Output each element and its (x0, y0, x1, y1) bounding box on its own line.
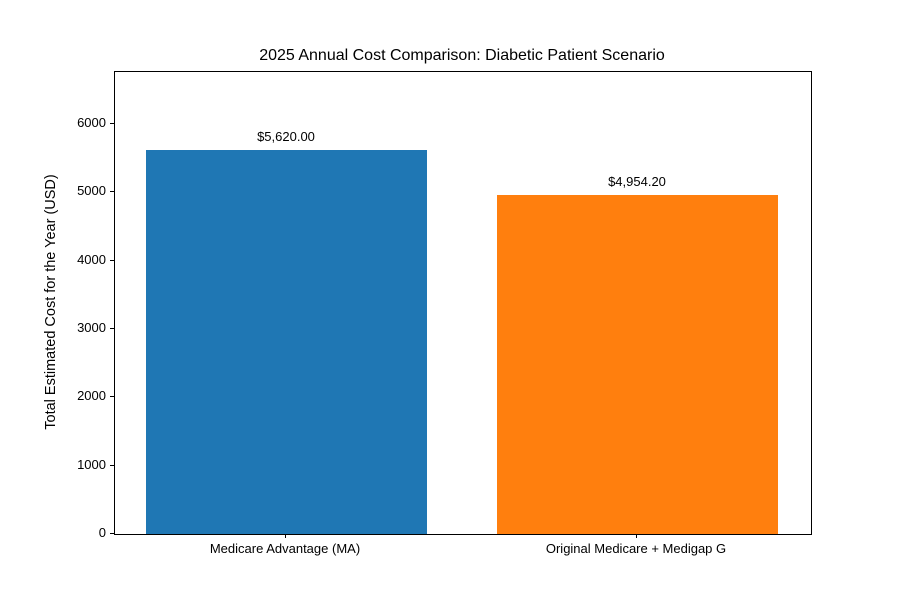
x-tick-label: Original Medicare + Medigap G (545, 541, 727, 556)
y-tick-mark (110, 191, 114, 193)
bar-value-label: $4,954.20 (608, 174, 666, 190)
y-tick-mark (110, 464, 114, 466)
y-tick-label: 6000 (77, 114, 106, 130)
x-tick-mark (636, 534, 637, 538)
y-tick-label: 0 (98, 525, 106, 540)
chart-title: 2025 Annual Cost Comparison: Diabetic Pa… (259, 47, 665, 64)
y-tick-label: 5000 (77, 183, 106, 199)
x-tick-mark (285, 534, 286, 538)
y-tick-mark (110, 327, 114, 329)
y-tick-mark (110, 122, 114, 124)
y-tick-label: 3000 (77, 319, 106, 335)
y-tick-label: 1000 (77, 456, 106, 472)
y-tick-mark (110, 396, 114, 398)
y-tick-mark (110, 533, 114, 534)
bar-1 (496, 195, 778, 534)
y-tick-label: 2000 (77, 388, 106, 404)
x-tick-label: Medicare Advantage (MA) (209, 541, 361, 556)
y-tick-mark (110, 259, 114, 261)
y-tick-label: 4000 (77, 251, 106, 267)
bar-0 (145, 149, 427, 534)
bar-value-label: $5,620.00 (257, 128, 315, 144)
plot-area: $5,620.00 $4,954.20 (114, 71, 812, 535)
